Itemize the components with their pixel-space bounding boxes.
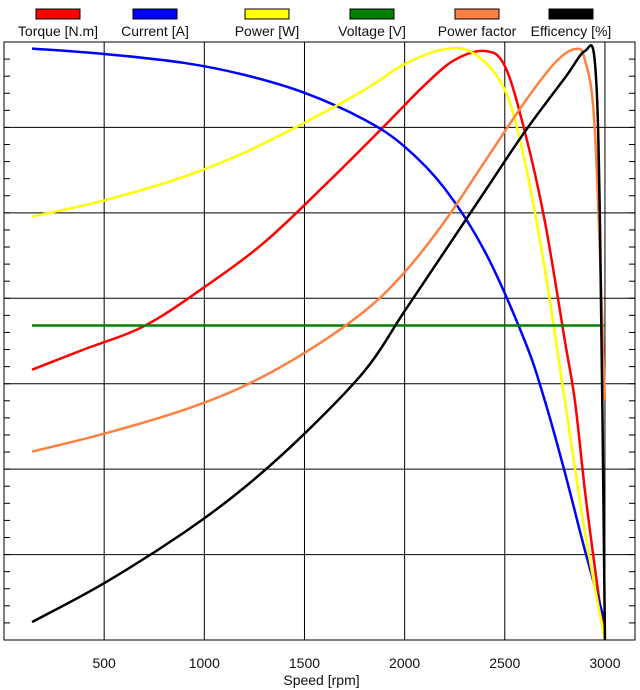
legend-label: Power [W] (235, 23, 300, 39)
legend: Torque [N.m] Current [A] Power [W] Voltage … (18, 8, 612, 39)
legend-label: Torque [N.m] (18, 23, 98, 39)
series-line-power-w (31, 46, 607, 641)
legend-label: Power factor (438, 23, 517, 39)
x-tick-label: 2500 (489, 655, 520, 671)
plot-frame (3, 41, 636, 641)
legend-swatch (244, 8, 290, 20)
x-axis-title: Speed [rpm] (283, 672, 359, 688)
legend-label: Efficency [%] (531, 23, 612, 39)
legend-swatch (132, 8, 178, 20)
x-tick-label: 3000 (589, 655, 620, 671)
legend-swatch (454, 8, 500, 20)
x-tick-label: 1000 (189, 655, 220, 671)
legend-label: Current [A] (121, 23, 189, 39)
series-line-torque-n-m (31, 49, 607, 641)
series-lines (31, 44, 607, 641)
legend-swatch (35, 8, 81, 20)
grid (4, 42, 635, 640)
legend-swatch (349, 8, 395, 20)
x-tick-label: 2000 (389, 655, 420, 671)
x-axis-tick-labels: 500 1000 1500 2000 2500 3000 (92, 655, 620, 671)
series-line-current-a (31, 47, 607, 623)
y-axis-minor-ticks (4, 58, 635, 624)
series-line-efficency (31, 44, 607, 641)
x-tick-label: 500 (92, 655, 116, 671)
legend-label: Voltage [V] (338, 23, 406, 39)
legend-swatch (548, 8, 594, 20)
series-line-power-factor (31, 47, 607, 453)
x-tick-label: 1500 (289, 655, 320, 671)
